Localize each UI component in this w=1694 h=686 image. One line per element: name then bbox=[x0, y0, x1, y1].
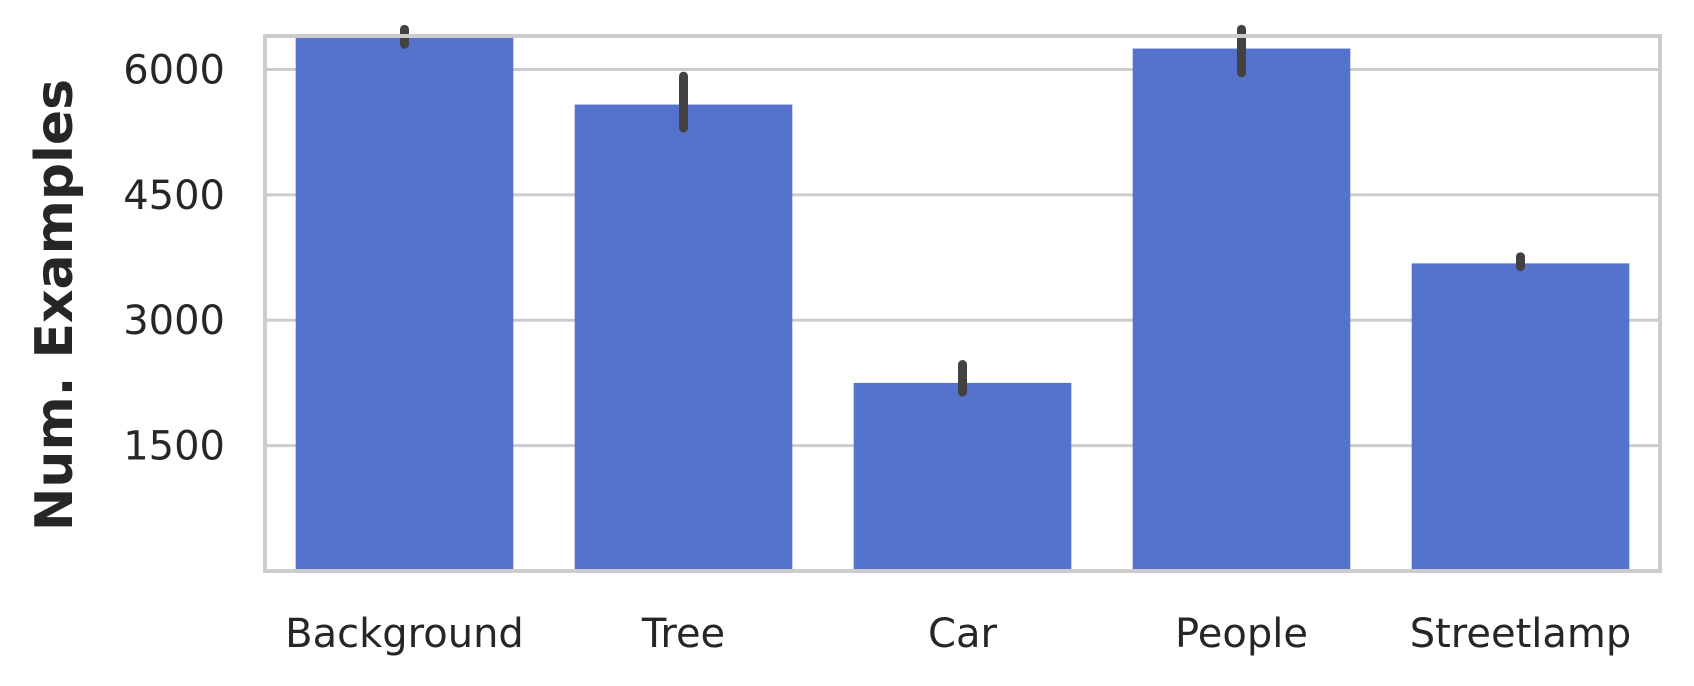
bar-car bbox=[853, 382, 1072, 571]
x-tick-label: Car bbox=[928, 611, 997, 657]
y-tick-label: 1500 bbox=[123, 424, 225, 470]
bar-streetlamp bbox=[1411, 263, 1630, 571]
x-tick-label: Background bbox=[285, 611, 524, 657]
bar-tree bbox=[574, 104, 793, 571]
y-tick-label: 3000 bbox=[123, 298, 225, 344]
plot-frame bbox=[263, 34, 1662, 573]
x-tick-label: People bbox=[1175, 611, 1308, 657]
x-tick-label: Tree bbox=[641, 611, 725, 657]
x-tick-labels: Background Tree Car People Streetlamp bbox=[285, 611, 1631, 657]
y-tick-labels: 1500 3000 4500 6000 bbox=[123, 47, 225, 469]
y-tick-label: 4500 bbox=[123, 173, 225, 219]
x-tick-label: Streetlamp bbox=[1410, 611, 1632, 657]
bar-people bbox=[1132, 48, 1351, 571]
bars bbox=[295, 36, 1630, 571]
y-tick-label: 6000 bbox=[123, 47, 225, 93]
y-axis-label: Num. Examples bbox=[25, 79, 85, 531]
bar-background bbox=[295, 36, 514, 571]
